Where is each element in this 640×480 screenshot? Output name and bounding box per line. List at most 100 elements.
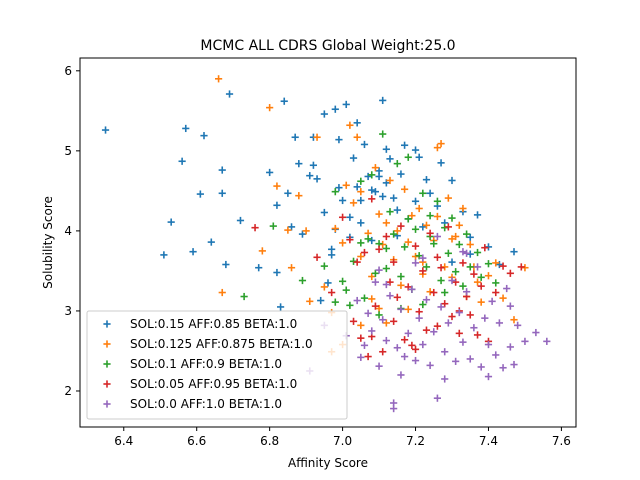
data-point-series-4 [400,352,409,361]
data-point-series-4 [499,364,507,372]
data-point-series-2 [419,189,427,197]
data-point-series-0 [448,258,456,266]
data-point-series-3 [430,288,438,297]
data-point-series-3 [415,308,423,316]
data-point-series-0 [349,154,358,162]
legend-marker-2 [103,360,111,368]
data-point-series-0 [101,126,110,134]
data-point-series-3 [379,348,387,356]
data-point-series-1 [408,212,416,220]
data-point-series-4 [404,329,412,337]
data-point-series-0 [324,279,332,287]
data-point-series-0 [368,236,376,245]
data-point-series-3 [517,263,525,271]
data-point-series-2 [477,273,485,281]
chart-title: MCMC ALL CDRS Global Weight:25.0 [200,38,455,54]
data-point-series-1 [499,294,507,302]
data-point-series-0 [338,196,347,205]
data-point-series-0 [379,96,387,105]
data-point-series-0 [342,100,350,109]
data-point-series-1 [484,272,493,280]
legend-marker-3 [103,380,111,388]
data-point-series-4 [510,360,518,369]
data-point-series-0 [382,179,390,187]
data-point-series-1 [368,272,376,281]
data-point-series-1 [331,224,339,233]
data-point-series-0 [273,268,281,277]
data-point-series-0 [411,197,420,205]
data-point-series-1 [415,204,423,213]
data-point-series-3 [346,236,354,244]
data-point-series-4 [430,328,438,336]
data-point-series-4 [393,344,401,352]
data-point-series-4 [433,232,442,241]
data-point-series-0 [353,119,361,127]
data-point-series-2 [484,260,493,268]
data-point-series-3 [386,278,394,286]
data-point-series-3 [338,213,347,221]
data-point-series-1 [214,75,223,83]
data-point-series-0 [306,172,314,180]
data-point-series-3 [452,278,460,286]
data-point-series-4 [397,305,405,313]
data-point-series-4 [506,302,514,310]
data-point-series-4 [459,248,467,256]
data-point-series-3 [349,317,358,325]
data-point-series-1 [492,259,500,267]
data-point-series-0 [328,251,336,259]
data-point-series-4 [521,337,529,345]
data-point-series-1 [375,210,383,218]
data-point-series-2 [364,235,372,243]
data-point-series-1 [357,321,365,329]
data-point-series-4 [532,328,540,337]
data-point-series-2 [459,282,467,290]
data-point-series-1 [521,264,529,272]
data-point-series-0 [196,190,204,198]
data-point-series-3 [473,331,482,339]
data-point-series-0 [160,251,168,259]
data-point-series-1 [382,219,390,227]
x-tick-label: 6.6 [187,434,206,448]
data-point-series-4 [357,353,365,361]
data-point-series-0 [419,223,427,231]
data-point-series-4 [411,259,420,267]
data-point-series-3 [477,282,485,290]
data-point-series-1 [426,288,434,296]
data-point-series-3 [481,244,489,252]
data-point-series-4 [484,372,493,381]
data-point-series-0 [207,238,215,246]
data-point-series-4 [455,308,463,317]
legend-marker-1 [103,340,111,348]
data-point-series-3 [400,336,409,344]
data-point-series-2 [331,188,339,196]
data-point-series-4 [459,338,467,346]
data-point-series-1 [218,288,226,297]
data-point-series-1 [510,316,518,324]
data-point-series-0 [317,296,325,305]
data-point-series-4 [462,249,471,257]
data-point-series-3 [397,222,405,230]
data-point-series-1 [422,221,431,229]
data-point-series-1 [284,226,292,234]
data-point-series-3 [426,229,434,237]
data-point-series-3 [459,259,467,267]
data-point-series-0 [222,260,230,269]
data-point-series-4 [360,341,369,349]
data-point-series-4 [379,316,387,324]
data-point-series-2 [357,177,365,185]
legend: SOL:0.15 AFF:0.85 BETA:1.0 SOL:0.125 AFF:… [86,310,348,420]
data-point-series-1 [287,264,296,272]
data-point-series-1 [306,297,314,305]
data-point-series-2 [240,292,248,301]
data-point-series-2 [492,279,500,287]
data-point-series-3 [433,253,442,261]
data-point-series-4 [368,327,376,335]
data-point-series-0 [422,176,431,184]
data-point-series-4 [397,371,405,379]
data-point-series-2 [404,215,412,223]
data-point-series-1 [295,192,303,200]
data-point-series-4 [492,351,500,359]
data-point-series-0 [379,192,387,201]
data-point-series-4 [503,284,511,293]
x-tick-label: 6.8 [260,434,279,448]
